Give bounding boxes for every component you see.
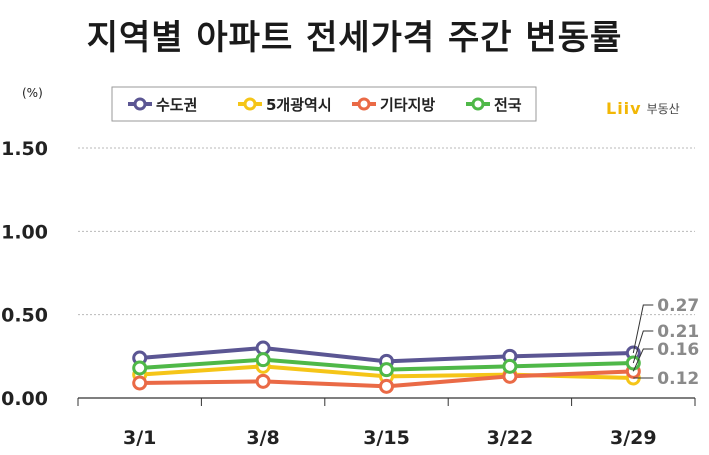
brand-logo: Liiv 부동산	[606, 99, 680, 118]
annotation-leader	[632, 304, 654, 354]
legend-box	[111, 86, 537, 122]
brand-sub-text: 부동산	[646, 102, 680, 116]
legend-label: 기타지방	[380, 96, 435, 114]
legend-swatch-marker	[133, 97, 147, 111]
legend-swatch-marker	[357, 97, 371, 111]
x-tick-label: 3/8	[246, 427, 279, 449]
legend-label: 수도권	[156, 96, 197, 114]
chart-title: 지역별 아파트 전세가격 주간 변동률	[86, 18, 623, 58]
liiv-logo-text: Liiv	[606, 99, 642, 118]
x-tick-label: 3/22	[487, 427, 534, 449]
y-tick-label: 0.00	[1, 388, 48, 410]
annotation-leader	[632, 330, 654, 364]
x-tick-label: 3/1	[123, 427, 156, 449]
annotation-leader	[632, 348, 654, 372]
legend-label: 5개광역시	[266, 96, 332, 114]
data-point	[132, 360, 148, 376]
end-value-label: 0.21	[657, 322, 699, 342]
legend-label: 전국	[494, 96, 522, 114]
data-point	[255, 352, 271, 368]
x-tick-label: 3/15	[363, 427, 410, 449]
data-point	[255, 373, 271, 389]
data-point	[379, 378, 394, 394]
y-unit-label: (%)	[22, 86, 43, 100]
data-point	[502, 358, 518, 374]
legend-swatch-marker	[471, 97, 485, 111]
y-tick-label: 1.50	[1, 138, 48, 160]
end-value-label: 0.12	[657, 369, 699, 389]
end-value-label: 0.16	[657, 340, 699, 360]
y-tick-label: 1.00	[1, 221, 48, 243]
legend-swatch-marker	[243, 97, 257, 111]
end-value-label: 0.27	[657, 296, 699, 316]
y-tick-label: 0.50	[1, 305, 48, 327]
data-point	[132, 375, 148, 391]
data-point	[379, 362, 394, 378]
x-tick-label: 3/29	[610, 427, 657, 449]
